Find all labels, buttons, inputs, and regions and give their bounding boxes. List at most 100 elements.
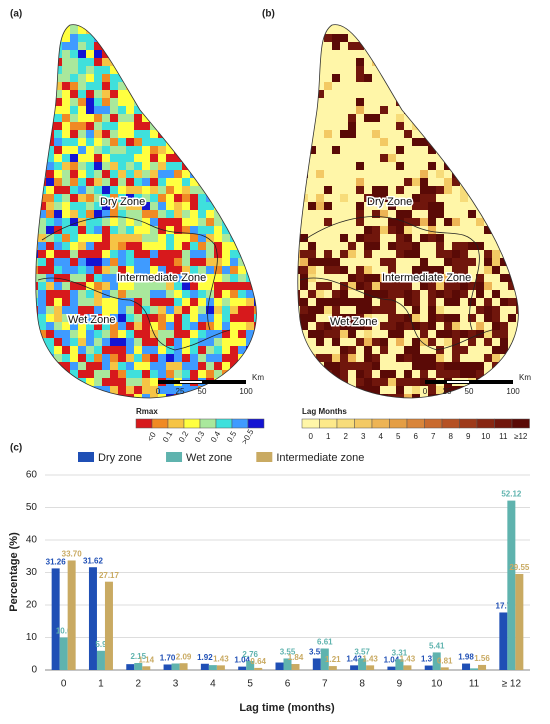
map-cell: [38, 66, 46, 74]
map-cell: [500, 58, 508, 66]
map-cell: [62, 138, 70, 146]
map-cell: [110, 250, 118, 258]
map-cell: [206, 258, 214, 266]
map-cell: [142, 242, 150, 250]
map-cell: [158, 186, 166, 194]
map-cell: [444, 314, 452, 322]
map-cell: [134, 258, 142, 266]
map-cell: [46, 242, 54, 250]
map-cell: [468, 114, 476, 122]
map-cell: [380, 202, 388, 210]
map-cell: [300, 26, 308, 34]
map-cell: [38, 58, 46, 66]
map-cell: [246, 306, 254, 314]
map-cell: [46, 74, 54, 82]
map-cell: [332, 138, 340, 146]
map-cell: [54, 258, 62, 266]
map-cell: [340, 226, 348, 234]
map-cell: [452, 306, 460, 314]
map-cell: [102, 266, 110, 274]
map-cell: [35, 34, 38, 42]
map-cell: [516, 346, 519, 354]
map-cell: [436, 106, 444, 114]
map-cell: [54, 266, 62, 274]
map-cell: [70, 322, 78, 330]
map-cell: [404, 154, 412, 162]
map-cell: [444, 74, 452, 82]
map-cell: [380, 234, 388, 242]
map-cell: [348, 210, 356, 218]
map-cell: [70, 74, 78, 82]
map-cell: [484, 362, 492, 370]
map-cell: [388, 162, 396, 170]
map-cell: [166, 218, 174, 226]
map-cell: [142, 122, 150, 130]
map-cell: [388, 234, 396, 242]
map-cell: [340, 146, 348, 154]
map-cell: [297, 122, 300, 130]
map-cell: [297, 194, 300, 202]
map-cell: [492, 34, 500, 42]
map-cell: [118, 202, 126, 210]
zone-label: Intermediate Zone: [117, 272, 206, 284]
map-cell: [238, 122, 246, 130]
map-cell: [340, 298, 348, 306]
map-cell: [316, 242, 324, 250]
map-cell: [396, 322, 404, 330]
map-cell: [428, 226, 436, 234]
map-cell: [62, 226, 70, 234]
map-cell: [222, 274, 230, 282]
map-cell: [356, 338, 364, 346]
map-cell: [182, 90, 190, 98]
map-cell: [316, 290, 324, 298]
map-cell: [428, 330, 436, 338]
map-cell: [484, 34, 492, 42]
map-cell: [484, 290, 492, 298]
map-cell: [452, 394, 460, 399]
map-cell: [332, 202, 340, 210]
map-cell: [134, 234, 142, 242]
map-cell: [206, 234, 214, 242]
map-cell: [460, 194, 468, 202]
map-cell: [308, 338, 316, 346]
map-cell: [468, 146, 476, 154]
map-cell: [190, 226, 198, 234]
map-cell: [388, 250, 396, 258]
map-cell: [238, 106, 246, 114]
map-cell: [492, 66, 500, 74]
map-cell: [35, 394, 38, 399]
map-cell: [444, 362, 452, 370]
map-cell: [364, 146, 372, 154]
map-cell: [428, 74, 436, 82]
map-cell: [388, 314, 396, 322]
map-cell: [444, 266, 452, 274]
map-cell: [396, 106, 404, 114]
map-cell: [78, 306, 86, 314]
bar: [507, 500, 516, 670]
map-cell: [380, 26, 388, 34]
map-cell: [516, 186, 519, 194]
map-cell: [94, 282, 102, 290]
map-cell: [428, 146, 436, 154]
map-cell: [468, 98, 476, 106]
map-cell: [118, 98, 126, 106]
map-cell: [158, 90, 166, 98]
map-cell: [492, 50, 500, 58]
map-cell: [404, 218, 412, 226]
map-cell: [182, 210, 190, 218]
map-cell: [436, 242, 444, 250]
map-cell: [238, 170, 246, 178]
map-cell: [150, 250, 158, 258]
map-cell: [142, 258, 150, 266]
map-cell: [102, 338, 110, 346]
map-cell: [38, 106, 46, 114]
map-cell: [420, 250, 428, 258]
map-cell: [118, 298, 126, 306]
map-cell: [308, 162, 316, 170]
map-cell: [460, 186, 468, 194]
map-cell: [86, 122, 94, 130]
x-tick-label: 4: [210, 679, 216, 690]
map-cell: [102, 258, 110, 266]
map-cell: [356, 42, 364, 50]
map-cell: [436, 178, 444, 186]
